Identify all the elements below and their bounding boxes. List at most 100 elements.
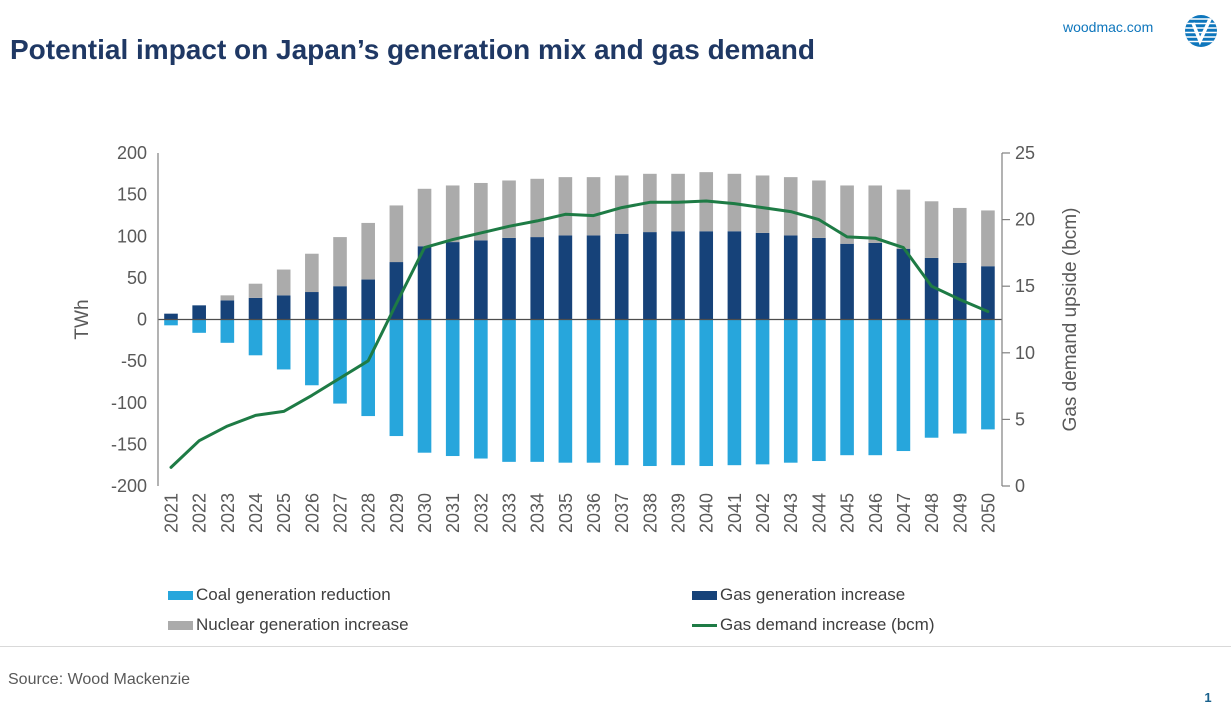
- x-tick-label: 2040: [697, 493, 717, 533]
- x-tick-label: 2046: [866, 493, 886, 533]
- nuclear-swatch-icon: [168, 620, 193, 630]
- gas-swatch-icon: [692, 590, 717, 600]
- x-tick-label: 2034: [528, 493, 548, 533]
- bar-gas-2025: [276, 295, 291, 320]
- right-tick-label: 15: [1015, 276, 1035, 296]
- bar-gas-2022: [192, 305, 206, 320]
- x-tick-label: 2031: [443, 493, 463, 533]
- left-tick-label: -100: [111, 393, 147, 413]
- bar-coal-2047: [896, 319, 911, 452]
- bar-nuclear-2047: [896, 189, 911, 249]
- bar-coal-2024: [248, 319, 263, 356]
- bar-gas-2038: [643, 232, 657, 320]
- left-tick-label: 150: [117, 185, 147, 205]
- generation-mix-chart: 200150100500-50-100-150-2002520151050202…: [72, 143, 1081, 533]
- bar-coal-2049: [952, 319, 967, 434]
- bar-coal-2040: [699, 319, 714, 467]
- right-axis-title: Gas demand upside (bcm): [1060, 208, 1081, 432]
- x-tick-label: 2033: [500, 493, 520, 533]
- bar-nuclear-2036: [586, 177, 601, 236]
- bar-nuclear-2048: [924, 201, 939, 258]
- gas-demand-line: [169, 199, 990, 469]
- right-tick-label: 25: [1015, 143, 1035, 163]
- bar-nuclear-2031: [445, 185, 460, 243]
- x-tick-label: 2037: [612, 493, 632, 533]
- bar-coal-2045: [840, 319, 854, 456]
- bar-gas-2045: [840, 243, 854, 320]
- x-tick-label: 2043: [781, 493, 801, 533]
- verisk-globe-icon: [1185, 15, 1217, 47]
- bar-gas-2037: [614, 233, 629, 320]
- x-tick-label: 2025: [274, 493, 294, 533]
- legend-item-coal: Coal generation reduction: [168, 585, 391, 605]
- bar-gas-2026: [305, 292, 319, 320]
- bar-coal-2046: [868, 319, 883, 456]
- x-tick-label: 2035: [556, 493, 576, 533]
- legend-label: Nuclear generation increase: [196, 615, 409, 634]
- bar-nuclear-2035: [558, 177, 573, 236]
- legend-item-gas-demand: Gas demand increase (bcm): [692, 615, 934, 635]
- x-tick-label: 2047: [894, 493, 914, 533]
- bar-coal-2030: [417, 319, 432, 453]
- gas-demand-line-swatch-icon: [692, 623, 717, 627]
- bar-coal-2038: [643, 319, 657, 467]
- x-tick-label: 2026: [302, 493, 322, 533]
- bar-gas-2024: [248, 297, 263, 320]
- bar-coal-2042: [755, 319, 770, 465]
- bar-coal-2028: [361, 319, 375, 417]
- bar-gas-2021: [164, 313, 178, 320]
- x-tick-label: 2030: [415, 493, 435, 533]
- bar-nuclear-2037: [614, 175, 629, 234]
- bar-coal-2022: [192, 319, 206, 333]
- x-tick-label: 2050: [978, 493, 998, 533]
- bar-gas-2033: [502, 237, 516, 320]
- left-tick-label: 100: [117, 226, 147, 246]
- bar-coal-2023: [220, 319, 235, 343]
- bar-gas-2036: [586, 235, 601, 320]
- bar-coal-2025: [276, 319, 291, 370]
- bar-gas-2028: [361, 279, 375, 320]
- bar-coal-2041: [727, 319, 742, 466]
- bar-nuclear-2030: [417, 188, 432, 247]
- x-tick-label: 2044: [809, 493, 829, 533]
- bar-coal-2035: [558, 319, 573, 463]
- bar-nuclear-2042: [755, 175, 770, 233]
- bar-coal-2048: [924, 319, 939, 438]
- bar-coal-2043: [783, 319, 798, 463]
- bar-nuclear-2029: [389, 205, 404, 263]
- legend-label: Gas demand increase (bcm): [720, 615, 935, 634]
- bar-gas-2042: [755, 232, 770, 320]
- bar-gas-2029: [389, 262, 404, 320]
- left-tick-label: -50: [121, 351, 147, 371]
- x-tick-label: 2036: [584, 493, 604, 533]
- bar-nuclear-2046: [868, 185, 883, 243]
- left-axis-title: TWh: [72, 299, 93, 339]
- x-tick-label: 2048: [922, 493, 942, 533]
- x-tick-label: 2029: [387, 493, 407, 533]
- left-tick-label: 0: [137, 310, 147, 330]
- legend-item-gas: Gas generation increase: [692, 585, 905, 605]
- bar-gas-2047: [896, 248, 911, 320]
- bar-nuclear-2028: [361, 222, 375, 280]
- bar-nuclear-2043: [783, 177, 798, 236]
- bar-nuclear-2045: [840, 185, 854, 244]
- bar-gas-2040: [699, 231, 714, 320]
- bar-coal-2021: [164, 319, 178, 326]
- bar-nuclear-2032: [474, 182, 488, 241]
- left-tick-label: 200: [117, 143, 147, 163]
- bar-coal-2029: [389, 319, 404, 437]
- footer-divider: [0, 646, 1231, 647]
- bar-gas-2031: [445, 242, 460, 320]
- bar-gas-2041: [727, 231, 742, 320]
- bar-coal-2026: [305, 319, 319, 386]
- bar-nuclear-2023: [220, 295, 235, 301]
- x-tick-label: 2024: [246, 493, 266, 533]
- x-tick-label: 2032: [471, 493, 491, 533]
- legend-label: Gas generation increase: [720, 585, 906, 604]
- bar-gas-2032: [474, 240, 488, 320]
- bar-coal-2033: [502, 319, 516, 462]
- woodmac-link[interactable]: woodmac.com: [1063, 19, 1154, 35]
- right-tick-label: 10: [1015, 343, 1035, 363]
- coal-swatch-icon: [168, 590, 193, 600]
